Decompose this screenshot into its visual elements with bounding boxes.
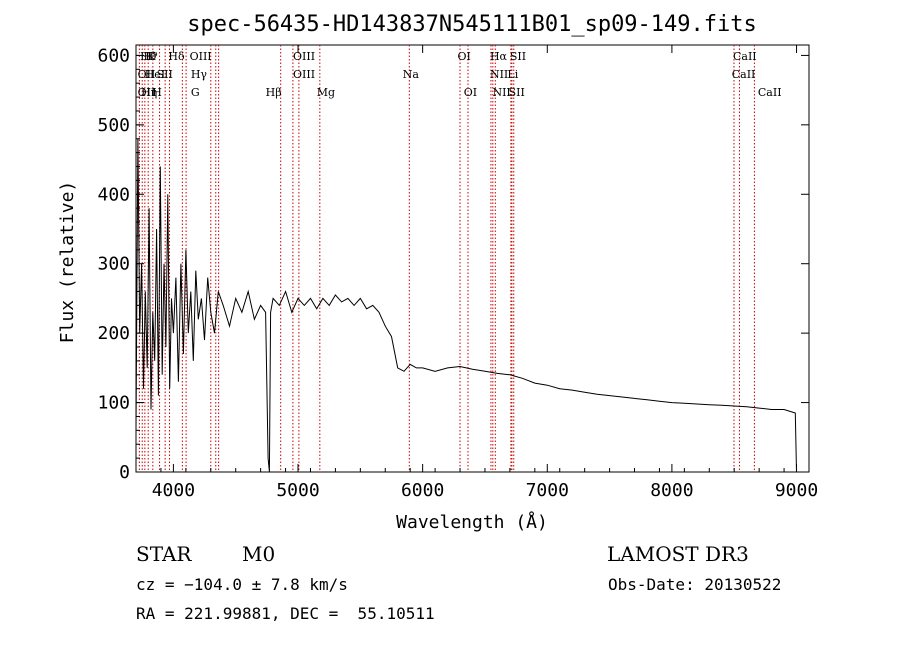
- object-class: STAR: [136, 542, 192, 566]
- y-tick-label-1: 100: [97, 393, 130, 414]
- line-label-0-6: OI: [458, 50, 471, 63]
- x-tick-label-0: 4000: [152, 480, 195, 501]
- line-label-0-5: OIII: [293, 50, 315, 63]
- line-label-1-8: CaII: [732, 68, 756, 81]
- x-tick-label-3: 7000: [526, 480, 569, 501]
- y-axis-label: Flux (relative): [57, 181, 78, 344]
- line-label-0-1: H⁹: [143, 50, 158, 63]
- y-axis-ticks: 0 100 200 300 400 500 600: [97, 45, 809, 483]
- x-axis-label: Wavelength (Å): [396, 511, 548, 533]
- line-label-2-8: SII: [509, 86, 525, 99]
- line-label-1-5: NII: [490, 68, 508, 81]
- line-label-2-4: Hβ: [266, 86, 282, 99]
- line-label-2-0: OII: [138, 86, 156, 99]
- line-label-0-3: Hδ: [168, 50, 185, 63]
- line-label-0-4: OIII: [190, 50, 212, 63]
- line-label-1-1: HeI: [145, 68, 165, 81]
- line-label-0-0: Hθ: [140, 50, 157, 63]
- line-label-2-9: CaII: [758, 86, 782, 99]
- plot-frame: [135, 44, 810, 473]
- line-label-0-8: SII: [510, 50, 526, 63]
- redshift-text: cz = −104.0 ± 7.8 km/s: [136, 575, 348, 594]
- line-label-0-9: CaII: [733, 50, 757, 63]
- x-tick-label-5: 9000: [775, 480, 818, 501]
- line-label-1-4: OIII: [293, 68, 315, 81]
- line-label-1-6: Li: [507, 68, 518, 81]
- line-label-2-3: G: [191, 86, 200, 99]
- spectrum-line: [135, 138, 797, 473]
- y-tick-label-4: 400: [97, 184, 130, 205]
- y-tick-label-6: 600: [97, 45, 130, 66]
- line-label-0-7: Hα: [490, 50, 508, 63]
- object-subclass: M0: [242, 542, 276, 566]
- coords-text: RA = 221.99881, DEC = 55.10511: [136, 604, 435, 623]
- line-label-1-7: Na: [403, 68, 420, 81]
- y-tick-label-3: 300: [97, 254, 130, 275]
- line-label-2-1: Hη: [141, 86, 157, 99]
- x-tick-label-4: 8000: [650, 480, 693, 501]
- line-label-1-2: SII: [157, 68, 173, 81]
- line-label-2-5: Mg: [317, 86, 335, 99]
- line-label-2-6: OI: [464, 86, 477, 99]
- chart-title: spec-56435-HD143837N545111B01_sp09-149.f…: [187, 12, 757, 37]
- line-label-0-2: K: [147, 50, 156, 63]
- line-label-1-3: Hγ: [191, 68, 208, 81]
- x-tick-label-1: 5000: [276, 480, 319, 501]
- obs-date-text: Obs-Date: 20130522: [608, 575, 782, 594]
- line-label-1-0: OII: [138, 68, 156, 81]
- line-label-2-2: H: [152, 86, 162, 99]
- y-tick-label-5: 500: [97, 115, 130, 136]
- survey-label: LAMOST DR3: [607, 542, 749, 566]
- y-tick-label-2: 200: [97, 323, 130, 344]
- spectral-line-markers: [138, 45, 755, 472]
- line-label-2-7: NII: [492, 86, 510, 99]
- x-tick-label-2: 6000: [401, 480, 444, 501]
- y-tick-label-0: 0: [119, 462, 130, 483]
- x-axis-ticks: 4000 5000 6000 7000 8000 9000: [135, 45, 818, 501]
